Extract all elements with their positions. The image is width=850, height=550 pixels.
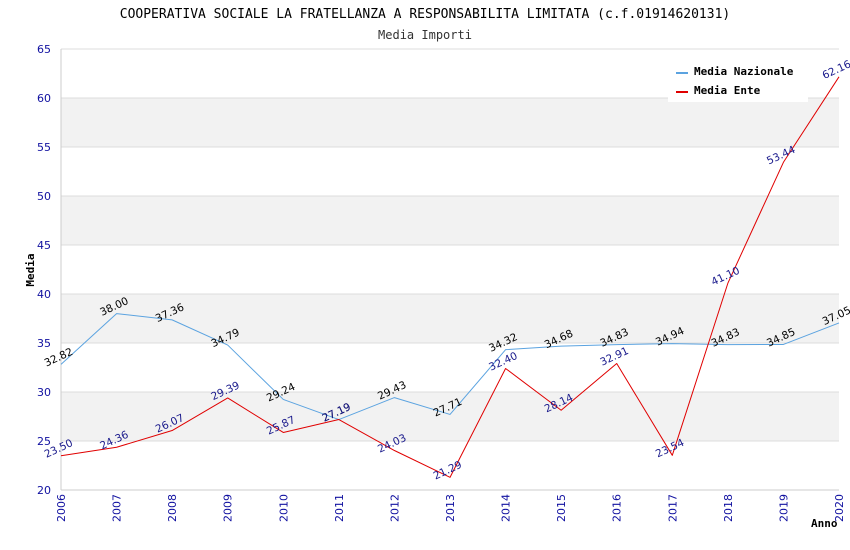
x-tick-label: 2008 bbox=[166, 494, 179, 522]
series-line bbox=[60, 76, 840, 478]
x-tick-label: 2012 bbox=[388, 494, 401, 522]
chart-subtitle: Media Importi bbox=[378, 28, 472, 42]
x-tick-label: 2013 bbox=[444, 494, 457, 522]
x-tick-label: 2018 bbox=[722, 494, 735, 522]
plot-band bbox=[61, 294, 839, 343]
y-tick-label: 40 bbox=[37, 288, 51, 301]
axes bbox=[60, 49, 839, 491]
y-tick-label: 30 bbox=[37, 386, 51, 399]
x-tick-label: 2020 bbox=[833, 494, 846, 522]
y-tick-label: 65 bbox=[37, 43, 51, 56]
x-tick-label: 2006 bbox=[55, 494, 68, 522]
x-tick-label: 2014 bbox=[500, 494, 513, 522]
x-tick-label: 2009 bbox=[222, 494, 235, 522]
legend-box bbox=[668, 58, 808, 102]
series-group bbox=[60, 76, 840, 478]
data-label: 62.16 bbox=[821, 58, 850, 82]
data-label: 21.29 bbox=[432, 459, 464, 483]
x-tick-label: 2010 bbox=[277, 494, 290, 522]
plot-band bbox=[61, 196, 839, 245]
legend-entry: Media Nazionale bbox=[694, 65, 794, 78]
series-line bbox=[60, 313, 840, 421]
plot-bands bbox=[61, 98, 839, 441]
y-tick-labels: 20 25 30 35 40 45 50 55 60 65 bbox=[37, 43, 51, 497]
plot-band bbox=[61, 98, 839, 147]
x-tick-label: 2007 bbox=[111, 494, 124, 522]
x-tick-label: 2016 bbox=[611, 494, 624, 522]
data-label: 41.10 bbox=[709, 265, 741, 289]
y-tick-label: 55 bbox=[37, 141, 51, 154]
grid-lines bbox=[61, 48, 839, 491]
y-tick-label: 25 bbox=[37, 435, 51, 448]
x-tick-labels: 2006 2007 2008 2009 2010 2011 2012 2013 2014 2015… bbox=[55, 494, 846, 522]
x-tick-label: 2019 bbox=[777, 494, 790, 522]
y-axis-label: Media bbox=[24, 253, 37, 286]
y-tick-label: 60 bbox=[37, 92, 51, 105]
legend-entry: Media Ente bbox=[694, 84, 761, 97]
y-tick-label: 35 bbox=[37, 337, 51, 350]
x-tick-label: 2015 bbox=[555, 494, 568, 522]
x-tick-label: 2011 bbox=[333, 494, 346, 522]
chart-title: COOPERATIVA SOCIALE LA FRATELLANZA A RES… bbox=[120, 7, 730, 22]
y-tick-label: 20 bbox=[37, 484, 51, 497]
y-tick-label: 45 bbox=[37, 239, 51, 252]
y-tick-label: 50 bbox=[37, 190, 51, 203]
x-tick-label: 2017 bbox=[666, 494, 679, 522]
x-axis-label: Anno bbox=[811, 517, 838, 530]
legend: Media Nazionale Media Ente bbox=[668, 58, 808, 102]
plot-band bbox=[61, 392, 839, 441]
